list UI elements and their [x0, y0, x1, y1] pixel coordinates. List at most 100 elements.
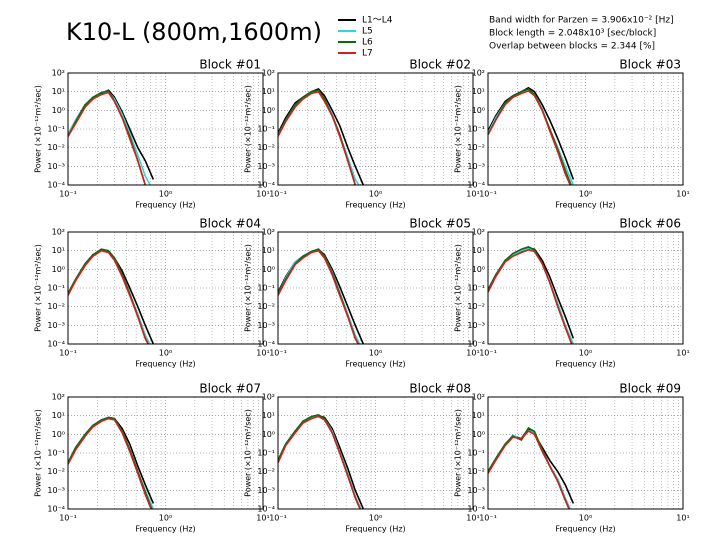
y-tick-label: 10⁻⁴ — [467, 181, 485, 190]
y-axis-label: Power (×10⁻¹²m²/sec) — [244, 85, 253, 173]
panel-title: Block #04 — [199, 217, 261, 231]
y-tick-label: 10⁻¹ — [257, 125, 275, 134]
y-tick-label: 10⁻³ — [467, 486, 485, 495]
plot-lines — [278, 87, 365, 185]
x-tick-label: 10⁰ — [579, 349, 592, 358]
x-tick-label: 10¹ — [676, 190, 689, 199]
series-line — [68, 248, 151, 344]
y-tick-label: 10¹ — [262, 87, 275, 96]
plot-lines — [278, 414, 365, 509]
y-tick-label: 10⁻³ — [47, 486, 65, 495]
x-tick-label: 10⁻¹ — [269, 349, 287, 358]
y-tick-label: 10⁻⁴ — [257, 181, 275, 190]
series-line — [278, 414, 365, 509]
y-tick-label: 10⁻⁴ — [467, 340, 485, 349]
y-tick-label: 10⁰ — [262, 430, 275, 439]
legend-label: L1～L4 — [362, 16, 393, 26]
series-line — [278, 415, 361, 509]
x-axis-label: Frequency (Hz) — [345, 525, 405, 534]
y-tick-label: 10⁻⁴ — [47, 505, 65, 514]
plot-lines — [68, 248, 155, 344]
panel-title: Block #06 — [619, 217, 681, 231]
series-line — [488, 429, 571, 509]
plot-lines — [278, 248, 365, 344]
y-tick-label: 10¹ — [52, 87, 65, 96]
x-tick-label: 10⁻¹ — [59, 190, 77, 199]
x-tick-label: 10⁻¹ — [59, 349, 77, 358]
note: Overlap between blocks = 2.344 [%] — [489, 42, 655, 52]
x-tick-label: 10¹ — [466, 514, 479, 523]
x-tick-label: 10⁰ — [369, 190, 382, 199]
series-line — [488, 247, 575, 344]
panel-title: Block #07 — [199, 382, 261, 396]
y-tick-label: 10⁻⁴ — [467, 505, 485, 514]
series-line — [488, 86, 575, 180]
y-axis-label: Power (×10⁻¹²m²/sec) — [244, 244, 253, 332]
y-tick-label: 10¹ — [262, 411, 275, 420]
panel-title: Block #01 — [199, 58, 261, 72]
x-axis-label: Frequency (Hz) — [555, 525, 615, 534]
panel-title: Block #08 — [409, 382, 471, 396]
y-tick-label: 10⁻¹ — [47, 284, 65, 293]
x-tick-label: 10¹ — [676, 349, 689, 358]
y-tick-label: 10⁻¹ — [467, 284, 485, 293]
y-tick-label: 10⁰ — [52, 430, 65, 439]
series-line — [488, 245, 573, 344]
y-tick-label: 10⁻¹ — [47, 125, 65, 134]
x-axis-label: Frequency (Hz) — [345, 201, 405, 210]
series-line — [68, 249, 155, 344]
plot-frame — [67, 396, 264, 510]
series-line — [488, 88, 575, 185]
x-tick-label: 10⁻¹ — [269, 514, 287, 523]
series-line — [488, 89, 571, 185]
x-tick-label: 10⁻¹ — [479, 349, 497, 358]
series-line — [278, 87, 365, 185]
y-tick-label: 10⁻² — [467, 467, 485, 476]
x-tick-label: 10⁰ — [579, 514, 592, 523]
y-tick-label: 10⁻⁴ — [257, 340, 275, 349]
legend-label: L7 — [362, 49, 373, 59]
x-tick-label: 10⁰ — [369, 514, 382, 523]
y-tick-label: 10⁻³ — [47, 321, 65, 330]
y-tick-label: 10⁻³ — [257, 486, 275, 495]
series-line — [278, 90, 357, 185]
series-line — [278, 249, 360, 344]
y-tick-label: 10² — [52, 393, 65, 402]
y-axis-label: Power (×10⁻¹²m²/sec) — [34, 244, 43, 332]
plot-lines — [488, 245, 575, 344]
y-tick-label: 10⁰ — [52, 106, 65, 115]
x-tick-label: 10⁰ — [159, 349, 172, 358]
series-line — [488, 427, 575, 504]
y-tick-label: 10² — [262, 228, 275, 237]
x-tick-label: 10¹ — [256, 190, 269, 199]
note: Band width for Parzen = 3.906x10⁻² [Hz] — [489, 16, 674, 26]
x-axis-label: Frequency (Hz) — [135, 201, 195, 210]
y-tick-label: 10⁻³ — [257, 162, 275, 171]
y-tick-label: 10⁻² — [47, 143, 65, 152]
plot-frame — [277, 396, 474, 510]
y-tick-label: 10² — [52, 228, 65, 237]
y-tick-label: 10² — [262, 69, 275, 78]
x-tick-label: 10¹ — [466, 190, 479, 199]
series-line — [68, 417, 155, 509]
y-axis-label: Power (×10⁻¹²m²/sec) — [454, 409, 463, 497]
x-tick-label: 10¹ — [256, 349, 269, 358]
y-tick-label: 10⁻³ — [467, 321, 485, 330]
plot-lines — [488, 426, 575, 509]
x-axis-label: Frequency (Hz) — [555, 201, 615, 210]
y-tick-label: 10⁻² — [257, 467, 275, 476]
series-line — [68, 416, 153, 509]
series-line — [68, 91, 147, 185]
y-tick-label: 10⁻¹ — [257, 449, 275, 458]
x-axis-label: Frequency (Hz) — [345, 360, 405, 369]
y-tick-label: 10¹ — [472, 246, 485, 255]
y-tick-label: 10⁻² — [467, 143, 485, 152]
plot-frame — [487, 231, 684, 345]
y-axis-label: Power (×10⁻¹²m²/sec) — [454, 244, 463, 332]
series-line — [68, 249, 150, 344]
y-tick-label: 10¹ — [52, 246, 65, 255]
y-tick-label: 10² — [262, 393, 275, 402]
plot-frame — [487, 72, 684, 186]
y-tick-label: 10⁻⁴ — [47, 181, 65, 190]
